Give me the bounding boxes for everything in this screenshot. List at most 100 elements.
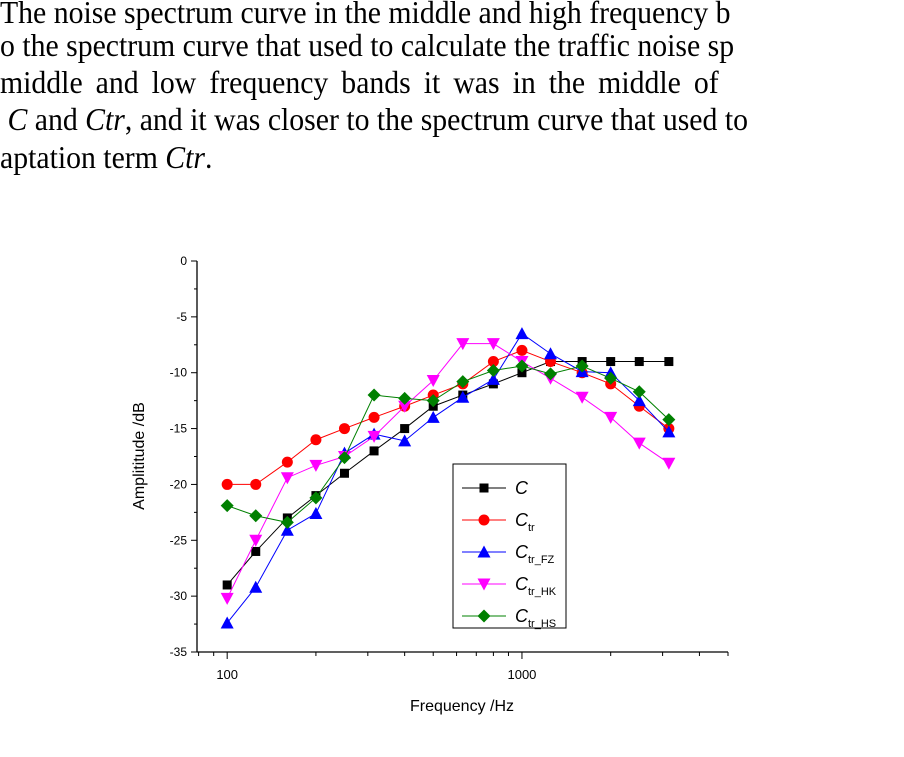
data-point <box>339 468 349 478</box>
data-point <box>575 391 589 404</box>
series-line <box>227 365 670 523</box>
data-point <box>310 434 322 446</box>
data-point <box>516 344 528 356</box>
data-point <box>309 506 323 519</box>
data-point <box>369 446 379 456</box>
text-line: o the spectrum curve that used to calcul… <box>0 27 735 63</box>
data-point <box>456 375 470 389</box>
data-point <box>309 491 323 505</box>
data-point <box>487 356 499 368</box>
y-tick-label: -5 <box>176 310 187 324</box>
y-tick-label: -25 <box>170 533 188 547</box>
text-run: , and it was closer to the spectrum curv… <box>124 101 748 137</box>
text-run: aptation term <box>0 139 166 175</box>
data-point <box>367 430 381 443</box>
x-tick-label: 1000 <box>507 667 536 682</box>
data-point <box>456 338 470 351</box>
legend-label: C <box>515 478 529 498</box>
data-point <box>664 357 674 367</box>
data-point <box>632 385 646 399</box>
data-point <box>426 375 440 388</box>
data-point <box>398 391 412 405</box>
x-axis-title: Frequency /Hz <box>410 698 514 715</box>
legend-marker <box>477 545 491 558</box>
data-point <box>456 390 470 403</box>
data-point <box>220 499 234 513</box>
data-point <box>249 509 263 523</box>
y-tick-label: -10 <box>170 366 188 380</box>
series-line <box>226 361 669 586</box>
data-point <box>517 368 527 378</box>
y-axis-title: Amplititude /dB <box>131 402 148 510</box>
data-point <box>632 437 646 450</box>
data-point <box>251 546 261 556</box>
text-run: . <box>204 139 213 175</box>
data-point <box>604 411 618 424</box>
legend-marker <box>477 578 491 591</box>
text-line: aptation term Ctr. <box>0 139 212 176</box>
data-point <box>250 478 262 490</box>
data-point <box>398 400 412 413</box>
data-point <box>634 357 644 367</box>
data-point <box>400 424 410 434</box>
y-tick-label: -15 <box>170 422 188 436</box>
italic-term: Ctr <box>85 101 125 137</box>
data-point <box>249 580 263 593</box>
data-point <box>398 434 412 447</box>
data-point <box>222 580 232 590</box>
y-tick-label: -30 <box>170 589 188 603</box>
italic-term: Ctr <box>165 139 205 175</box>
data-point <box>249 534 263 547</box>
x-tick-label: 100 <box>216 667 238 682</box>
legend-subscript: tr_FZ <box>528 554 555 566</box>
data-point <box>632 394 646 407</box>
legend-box <box>452 463 567 629</box>
data-point <box>662 413 676 427</box>
data-point <box>662 457 676 470</box>
data-point <box>281 456 293 468</box>
body-text: The noise spectrum curve in the middle a… <box>0 0 904 190</box>
legend-marker <box>478 514 490 526</box>
data-point <box>338 423 350 435</box>
italic-term: C <box>7 101 28 137</box>
data-point <box>604 371 618 385</box>
data-point <box>426 394 440 408</box>
data-point <box>309 459 323 472</box>
series-tr_HS <box>220 359 676 529</box>
text-line: middle and low frequency bands it was in… <box>0 64 719 100</box>
y-tick-label: -35 <box>170 645 188 659</box>
data-point <box>662 425 676 438</box>
series-line <box>227 349 670 485</box>
legend-subscript: tr_HS <box>528 618 556 630</box>
y-tick-label: 0 <box>180 254 187 268</box>
legend-marker <box>479 483 489 493</box>
data-point <box>544 367 558 381</box>
data-point <box>367 388 381 402</box>
data-point <box>337 451 351 465</box>
data-point <box>575 359 589 373</box>
legend-subscript: tr_HK <box>528 586 557 598</box>
data-point <box>221 478 233 490</box>
series-tr <box>221 344 675 490</box>
data-point <box>486 338 500 351</box>
series-line <box>226 332 670 624</box>
data-point <box>544 347 558 360</box>
data-point <box>368 411 380 423</box>
text-run: and <box>27 101 86 137</box>
data-point <box>486 372 500 385</box>
data-point <box>280 472 294 485</box>
data-point <box>220 592 234 605</box>
y-tick-label: -20 <box>170 477 188 491</box>
data-point <box>515 327 529 340</box>
data-point <box>486 363 500 377</box>
data-point <box>280 515 294 529</box>
data-point <box>280 523 294 536</box>
data-point <box>426 410 440 423</box>
data-point <box>220 616 234 629</box>
text-line: C and Ctr, and it was closer to the spec… <box>0 101 748 138</box>
series-line <box>226 343 670 599</box>
text-line: The noise spectrum curve in the middle a… <box>0 0 731 30</box>
legend-marker <box>477 609 491 623</box>
